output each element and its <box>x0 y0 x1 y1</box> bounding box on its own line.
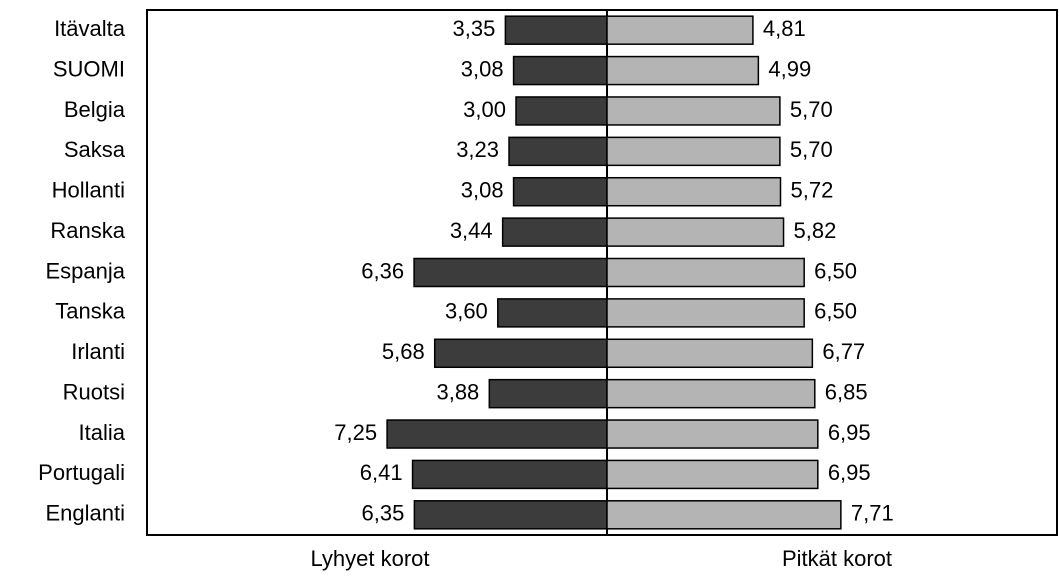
bar <box>606 257 805 288</box>
value-label: 6,36 <box>361 258 404 283</box>
bar <box>508 136 608 167</box>
bar <box>606 338 814 369</box>
category-label: Italia <box>79 420 126 445</box>
value-label: 7,71 <box>851 501 894 526</box>
value-label: 3,08 <box>461 56 504 81</box>
category-label: SUOMI <box>53 56 125 81</box>
category-label: Ruotsi <box>63 379 125 404</box>
category-label: Portugali <box>38 460 125 485</box>
value-label: 5,82 <box>794 218 837 243</box>
bar <box>512 55 608 86</box>
bar <box>497 298 608 328</box>
bar <box>606 419 819 449</box>
category-label: Ranska <box>50 218 125 243</box>
bar <box>606 298 805 328</box>
category-label: Irlanti <box>71 339 125 364</box>
bar <box>413 257 608 288</box>
value-label: 6,50 <box>814 299 857 324</box>
value-label: 6,77 <box>822 339 865 364</box>
value-label: 3,88 <box>436 379 479 404</box>
plot-frame <box>146 9 1058 536</box>
value-label: 3,60 <box>445 299 488 324</box>
bar <box>606 176 782 207</box>
value-label: 3,00 <box>463 97 506 122</box>
value-label: 5,68 <box>382 339 425 364</box>
bar <box>512 176 608 207</box>
value-label: 6,35 <box>362 501 405 526</box>
bar <box>606 500 842 530</box>
value-label: 6,95 <box>828 420 871 445</box>
bar <box>501 217 608 247</box>
series-label: Pitkät korot <box>782 546 892 571</box>
series-label: Lyhyet korot <box>310 546 429 571</box>
bar <box>606 378 816 409</box>
bar <box>413 500 608 530</box>
value-label: 6,85 <box>825 379 868 404</box>
bar <box>606 15 754 45</box>
bar <box>488 378 608 409</box>
category-label: Belgia <box>64 97 126 122</box>
bar <box>606 459 819 490</box>
bar <box>386 419 608 449</box>
value-label: 6,50 <box>814 258 857 283</box>
bar <box>515 96 608 126</box>
bar <box>606 136 781 167</box>
category-label: Saksa <box>64 137 126 162</box>
bar <box>504 15 608 45</box>
bar <box>411 459 608 490</box>
value-label: 3,35 <box>453 16 496 41</box>
value-label: 4,99 <box>768 56 811 81</box>
value-label: 6,41 <box>360 460 403 485</box>
category-label: Itävalta <box>54 16 126 41</box>
value-label: 5,70 <box>790 137 833 162</box>
category-label: Hollanti <box>52 178 125 203</box>
category-label: Espanja <box>45 258 125 283</box>
value-label: 5,70 <box>790 97 833 122</box>
value-label: 3,23 <box>456 137 499 162</box>
category-label: Englanti <box>45 501 125 526</box>
value-label: 6,95 <box>828 460 871 485</box>
bar <box>606 217 785 247</box>
value-label: 3,44 <box>450 218 493 243</box>
value-label: 3,08 <box>461 178 504 203</box>
value-label: 4,81 <box>763 16 806 41</box>
value-label: 7,25 <box>334 420 377 445</box>
bar <box>606 55 760 86</box>
category-label: Tanska <box>55 299 125 324</box>
bar <box>606 96 781 126</box>
value-label: 5,72 <box>791 178 834 203</box>
bar <box>433 338 608 369</box>
